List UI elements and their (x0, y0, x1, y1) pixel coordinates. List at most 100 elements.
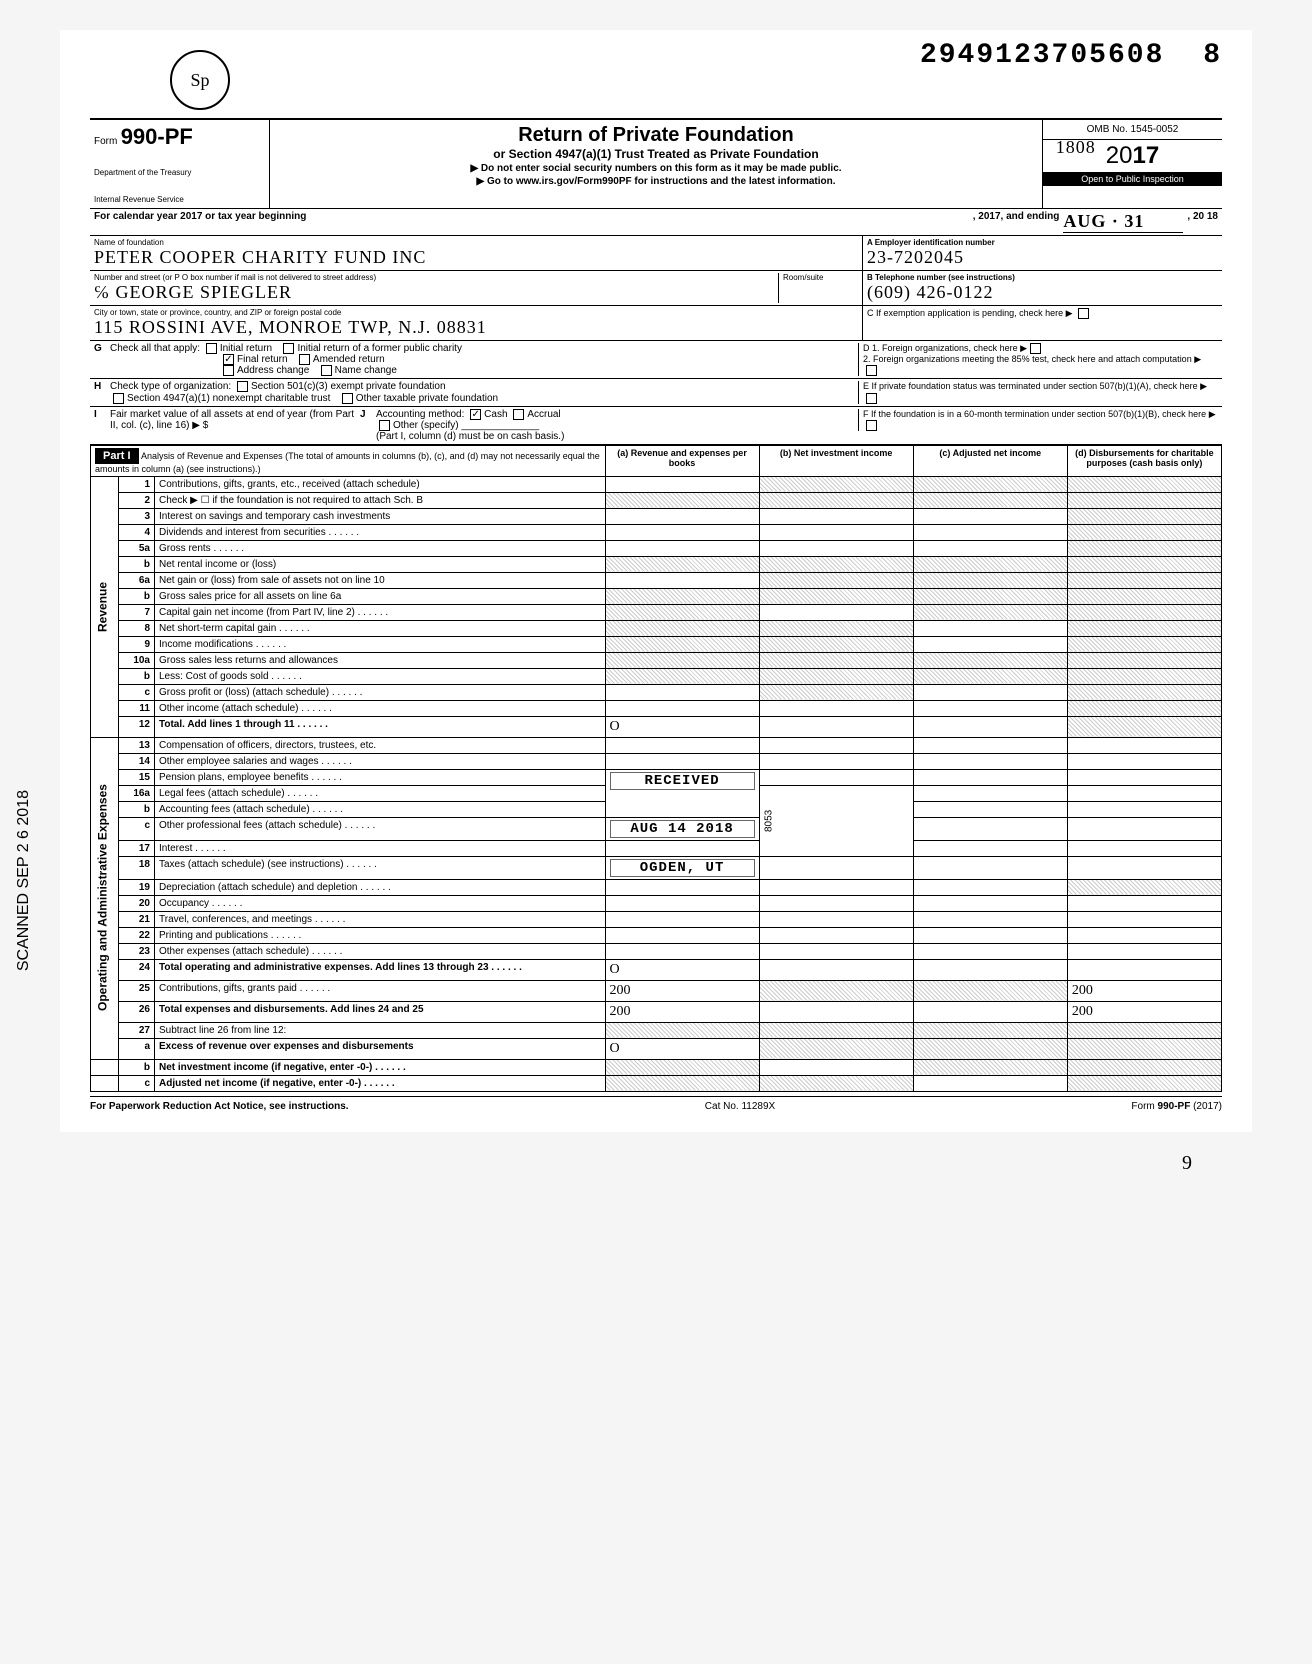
cal-end-year-label: , 20 18 (1187, 211, 1218, 233)
dept-line2: Internal Revenue Service (94, 195, 265, 204)
stamp-8053: 8053 (759, 785, 913, 856)
cal-text: For calendar year 2017 or tax year begin… (94, 211, 306, 233)
cb-amended[interactable] (299, 354, 310, 365)
line25-d[interactable]: 200 (1067, 980, 1221, 1001)
city-label: City or town, state or province, country… (94, 308, 858, 317)
received-date-cell: AUG 14 2018 (605, 817, 759, 840)
calendar-year-row: For calendar year 2017 or tax year begin… (90, 209, 1222, 236)
col-d-header: (d) Disbursements for charitable purpose… (1067, 445, 1221, 476)
identity-block: Name of foundation PETER COOPER CHARITY … (90, 236, 1222, 341)
cb-final[interactable]: ✓ (223, 354, 234, 365)
line26-d[interactable]: 200 (1067, 1001, 1221, 1022)
page-footer: For Paperwork Reduction Act Notice, see … (90, 1096, 1222, 1112)
row-i-letter: I (94, 409, 110, 420)
cb-f[interactable] (866, 420, 877, 431)
row-i-content: Fair market value of all assets at end o… (110, 409, 360, 431)
line25-a[interactable]: 200 (605, 980, 759, 1001)
row-g: G Check all that apply: Initial return I… (90, 341, 1222, 379)
row-h-label: Check type of organization: (110, 382, 231, 393)
cb-d1[interactable] (1030, 343, 1041, 354)
header-right: OMB No. 1545-0052 1808 2017 Open to Publ… (1042, 120, 1222, 208)
cb-name-change[interactable] (321, 365, 332, 376)
received-stamp: RECEIVED (605, 769, 759, 817)
box-d2: 2. Foreign organizations meeting the 85%… (863, 354, 1218, 376)
cb-initial-former[interactable] (283, 343, 294, 354)
handwritten-page-number: 9 (60, 1152, 1252, 1175)
identity-right: A Employer identification number 23-7202… (862, 236, 1222, 340)
address-cell: Number and street (or P O box number if … (90, 271, 862, 306)
box-f: F If the foundation is in a 60-month ter… (858, 409, 1218, 431)
dln-number: 2949123705608 (920, 40, 1164, 71)
name-label: Name of foundation (94, 238, 858, 247)
city-value[interactable]: 115 ROSSINI AVE, MONROE TWP, N.J. 08831 (94, 317, 858, 338)
box-d1: D 1. Foreign organizations, check here ▶ (863, 343, 1218, 354)
open-inspection: Open to Public Inspection (1043, 172, 1222, 186)
line12-a[interactable]: O (605, 716, 759, 737)
form-header: Form 990-PF Department of the Treasury I… (90, 118, 1222, 209)
cal-mid: , 2017, and ending (973, 211, 1060, 233)
box-d: D 1. Foreign organizations, check here ▶… (858, 343, 1218, 376)
part1-label: Part I (95, 448, 139, 464)
box-c-checkbox[interactable] (1078, 308, 1089, 319)
row-g-content: Check all that apply: Initial return Ini… (110, 343, 858, 376)
initials-stamp: Sp (170, 50, 230, 110)
row-j-letter: J (360, 409, 376, 420)
line26-a[interactable]: 200 (605, 1001, 759, 1022)
cb-d2[interactable] (866, 365, 877, 376)
cb-cash[interactable]: ✓ (470, 409, 481, 420)
line24-a[interactable]: O (605, 959, 759, 980)
row-h-letter: H (94, 381, 110, 392)
name-cell: Name of foundation PETER COOPER CHARITY … (90, 236, 862, 271)
form-prefix: Form (94, 136, 117, 147)
care-of[interactable]: ℅ GEORGE SPIEGLER (94, 282, 778, 303)
received-city-cell: OGDEN, UT (605, 856, 759, 879)
ein-cell: A Employer identification number 23-7202… (863, 236, 1222, 271)
phone-value[interactable]: (609) 426-0122 (867, 282, 1218, 303)
part1-desc: Analysis of Revenue and Expenses (The to… (95, 451, 600, 474)
cb-other-method[interactable] (379, 420, 390, 431)
dept-line1: Department of the Treasury (94, 168, 265, 177)
ein-value[interactable]: 23-7202045 (867, 247, 1218, 268)
identity-left: Name of foundation PETER COOPER CHARITY … (90, 236, 862, 340)
cb-other-tax[interactable] (342, 393, 353, 404)
addr-label: Number and street (or P O box number if … (94, 273, 778, 282)
cb-accrual[interactable] (513, 409, 524, 420)
year-prefix: 20 (1106, 142, 1133, 169)
form-title: Return of Private Foundation (274, 124, 1038, 147)
city-cell: City or town, state or province, country… (90, 306, 862, 340)
header-left: Form 990-PF Department of the Treasury I… (90, 120, 270, 208)
col-a-header: (a) Revenue and expenses per books (605, 445, 759, 476)
form-subtitle: or Section 4947(a)(1) Trust Treated as P… (274, 147, 1038, 161)
form-number: 990-PF (121, 124, 193, 149)
tax-year: 1808 2017 (1043, 140, 1222, 172)
expenses-side-label: Operating and Administrative Expenses (91, 737, 119, 1059)
row-j-content: Accounting method: ✓Cash Accrual Other (… (376, 409, 858, 442)
room-label: Room/suite (783, 273, 858, 282)
cal-end-month[interactable]: AUG · 31 (1063, 211, 1183, 233)
footer-left: For Paperwork Reduction Act Notice, see … (90, 1101, 349, 1112)
form-page: SCANNED SEP 2 6 2018 2949123705608 8 Sp … (60, 30, 1252, 1132)
header-mid: Return of Private Foundation or Section … (270, 120, 1042, 208)
cb-4947[interactable] (113, 393, 124, 404)
cb-501c3[interactable] (237, 381, 248, 392)
line27a-a[interactable]: O (605, 1038, 759, 1059)
foundation-name[interactable]: PETER COOPER CHARITY FUND INC (94, 247, 858, 268)
cb-e[interactable] (866, 393, 877, 404)
box-c-label: C If exemption application is pending, c… (867, 308, 1073, 318)
col-c-header: (c) Adjusted net income (913, 445, 1067, 476)
received-l3: OGDEN, UT (610, 859, 755, 877)
cb-initial[interactable] (206, 343, 217, 354)
received-l2: AUG 14 2018 (610, 820, 755, 838)
received-l1: RECEIVED (610, 772, 755, 790)
row-h-content: Check type of organization: Section 501(… (110, 381, 858, 403)
cb-address[interactable] (223, 365, 234, 376)
revenue-side-label: Revenue (91, 476, 119, 737)
dln-suffix: 8 (1203, 40, 1222, 71)
row-g-letter: G (94, 343, 110, 354)
phone-cell: B Telephone number (see instructions) (6… (863, 271, 1222, 306)
form-note2: ▶ Go to www.irs.gov/Form990PF for instru… (274, 176, 1038, 187)
scanned-stamp: SCANNED SEP 2 6 2018 (15, 790, 33, 971)
phone-label: B Telephone number (see instructions) (867, 273, 1218, 282)
footer-mid: Cat No. 11289X (705, 1101, 775, 1112)
document-locator: 2949123705608 8 (920, 40, 1222, 71)
